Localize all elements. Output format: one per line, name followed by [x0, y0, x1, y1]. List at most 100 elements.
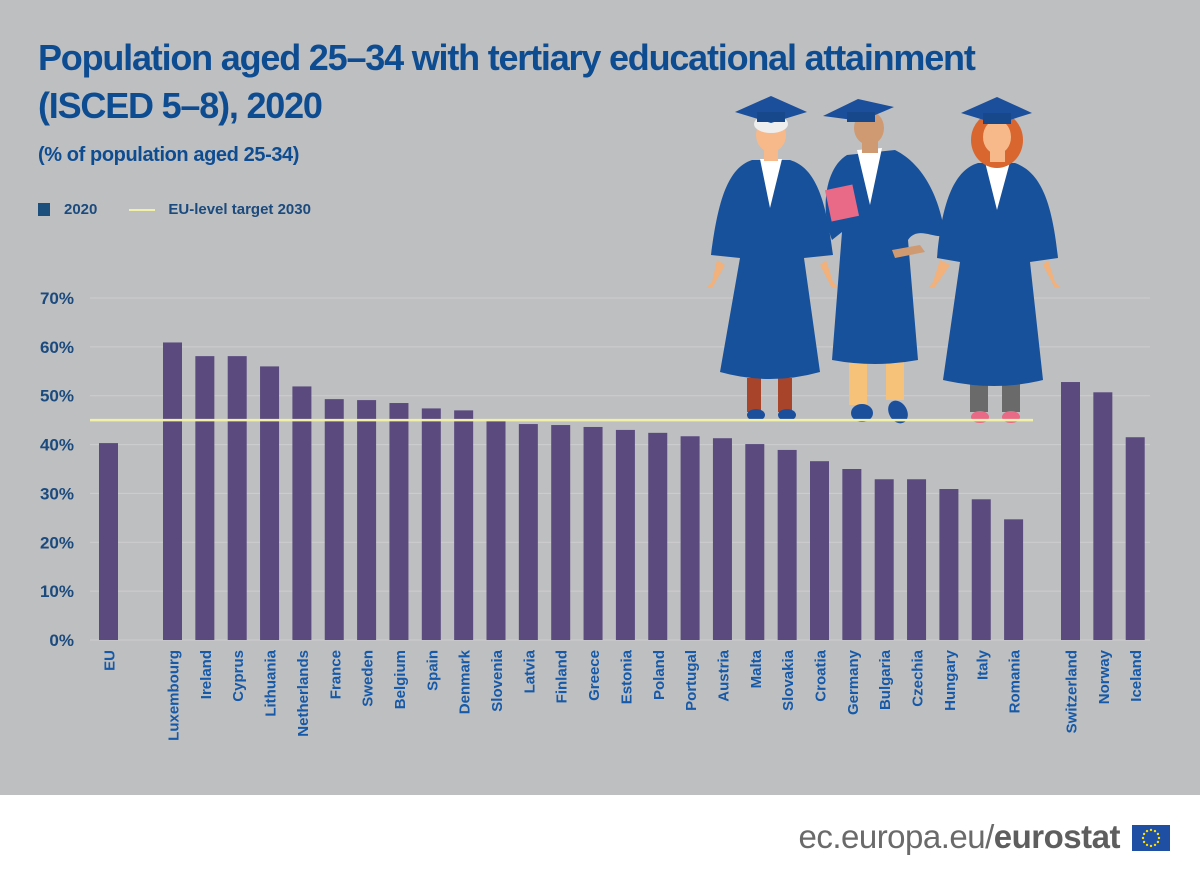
star-icon [1149, 828, 1153, 832]
x-axis-labels: EU Luxembourg Ireland Cyprus Lithuania Nether… [102, 649, 1146, 741]
star-icon [1149, 844, 1153, 848]
bar-eu [99, 443, 118, 640]
eu-stars [1141, 828, 1161, 848]
star-icon [1145, 843, 1149, 847]
x-label-austria: Austria [715, 649, 732, 701]
bar-luxembourg [163, 342, 182, 640]
x-label-sweden: Sweden [360, 650, 377, 707]
x-label-cyprus: Cyprus [230, 650, 247, 702]
star-icon [1157, 836, 1161, 840]
bar-belgium [389, 403, 409, 640]
bar-croatia [810, 461, 829, 640]
x-label-hungary: Hungary [942, 649, 959, 711]
x-label-switzerland: Switzerland [1064, 650, 1081, 733]
x-label-czechia: Czechia [910, 649, 927, 706]
y-tick-label: 20% [40, 533, 74, 552]
bar-slovenia [486, 419, 506, 640]
x-label-eu: EU [102, 650, 119, 671]
eu-flag-icon [1132, 825, 1170, 851]
x-label-ireland: Ireland [198, 650, 215, 699]
x-label-norway: Norway [1096, 649, 1113, 704]
legend-swatch-2020 [38, 203, 50, 216]
graduate-right-icon [928, 97, 1061, 423]
legend: 2020 EU-level target 2030 [38, 201, 311, 218]
bar-iceland [1125, 437, 1145, 640]
star-icon [1145, 829, 1149, 833]
x-label-belgium: Belgium [392, 650, 409, 709]
x-label-finland: Finland [554, 650, 571, 703]
footer-url[interactable]: ec.europa.eu/eurostat [798, 818, 1120, 856]
bar-poland [648, 432, 668, 640]
bar-estonia [615, 429, 635, 640]
graduate-left-icon [706, 96, 838, 421]
x-label-bulgaria: Bulgaria [877, 649, 894, 710]
bar-lithuania [260, 366, 280, 640]
chart-title: Population aged 25–34 with tertiary educ… [38, 34, 976, 130]
bar-denmark [454, 410, 474, 640]
x-label-estonia: Estonia [618, 649, 635, 704]
x-label-slovakia: Slovakia [780, 649, 797, 711]
y-tick-label: 60% [40, 338, 74, 357]
bar-italy [971, 499, 991, 640]
bar-netherlands [292, 386, 312, 640]
bar-czechia [907, 479, 927, 640]
x-label-slovenia: Slovenia [489, 649, 506, 711]
x-label-france: France [327, 650, 344, 699]
legend-swatch-target [129, 208, 156, 211]
y-tick-label: 50% [40, 387, 74, 406]
bar-portugal [680, 436, 700, 640]
x-label-luxembourg: Luxembourg [166, 650, 183, 741]
bar-latvia [518, 424, 538, 640]
y-tick-label: 30% [40, 484, 74, 503]
x-label-denmark: Denmark [457, 649, 474, 714]
bar-germany [842, 469, 862, 640]
bar-romania [1004, 519, 1024, 640]
bars [99, 342, 1145, 640]
star-icon [1142, 840, 1146, 844]
star-icon [1142, 832, 1146, 836]
chart-subtitle: (% of population aged 25-34) [38, 144, 300, 166]
footer-brand: eurostat [993, 818, 1121, 855]
bar-cyprus [227, 356, 247, 640]
bar-chart: 0% 10% 20% 30% 40% 50% 60% 70% [40, 96, 1150, 741]
graduates-illustration [706, 96, 1061, 424]
x-label-poland: Poland [651, 650, 668, 700]
x-label-spain: Spain [424, 650, 441, 691]
title-line-1: Population aged 25–34 with tertiary educ… [38, 37, 976, 78]
star-icon [1141, 836, 1145, 840]
star-icon [1153, 829, 1157, 833]
x-label-italy: Italy [974, 649, 991, 680]
y-tick-label: 70% [40, 289, 74, 308]
legend-label-target: EU-level target 2030 [168, 201, 311, 218]
star-icon [1156, 840, 1160, 844]
x-label-germany: Germany [845, 649, 862, 715]
title-line-2: (ISCED 5–8), 2020 [38, 85, 323, 126]
x-label-latvia: Latvia [521, 649, 538, 693]
bar-greece [583, 426, 603, 640]
bar-finland [551, 425, 571, 640]
graduate-middle-icon [823, 99, 945, 424]
bar-bulgaria [874, 479, 894, 640]
bar-sweden [357, 400, 377, 640]
bar-norway [1093, 392, 1113, 640]
star-icon [1153, 843, 1157, 847]
legend-label-2020: 2020 [64, 201, 98, 218]
x-label-greece: Greece [586, 650, 603, 701]
bar-ireland [195, 356, 215, 640]
bar-switzerland [1061, 382, 1080, 640]
y-axis-ticks: 0% 10% 20% 30% 40% 50% 60% 70% [40, 289, 74, 650]
bar-spain [421, 408, 441, 640]
x-label-croatia: Croatia [813, 649, 830, 701]
footer-url-prefix: ec.europa.eu/ [798, 818, 994, 855]
bar-austria [712, 438, 732, 640]
x-label-romania: Romania [1007, 649, 1024, 713]
bar-hungary [939, 489, 959, 640]
y-tick-label: 10% [40, 582, 74, 601]
bar-malta [745, 444, 765, 640]
bar-france [324, 399, 344, 640]
y-tick-label: 40% [40, 436, 74, 455]
x-label-netherlands: Netherlands [295, 650, 312, 737]
x-label-portugal: Portugal [683, 650, 700, 711]
x-label-lithuania: Lithuania [263, 649, 280, 716]
x-label-iceland: Iceland [1128, 650, 1145, 702]
